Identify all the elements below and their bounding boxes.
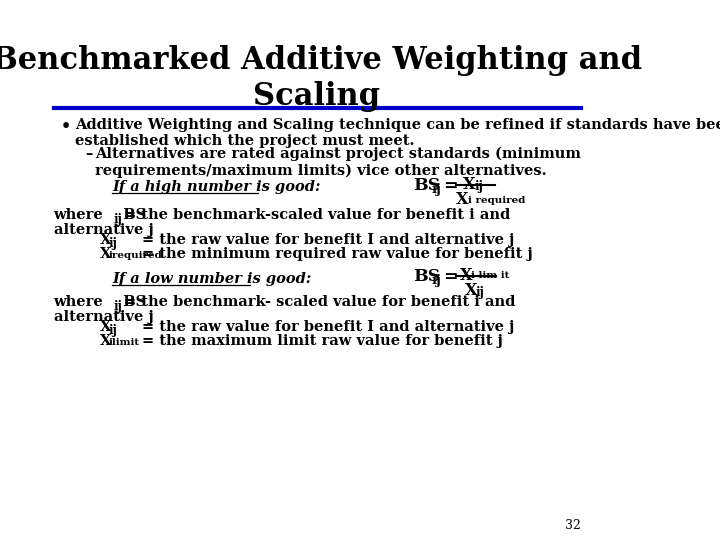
Text: =: = [444, 177, 458, 194]
Text: = the raw value for benefit I and alternative j: = the raw value for benefit I and altern… [143, 320, 515, 334]
Text: –: – [85, 147, 92, 161]
Text: ij: ij [476, 286, 485, 299]
Text: BS: BS [413, 177, 441, 194]
Text: ij: ij [114, 213, 122, 226]
Text: 32: 32 [564, 519, 580, 532]
Text: X: X [100, 247, 112, 261]
Text: ij: ij [474, 180, 483, 193]
Text: i required: i required [467, 196, 525, 205]
Text: If a low number is good:: If a low number is good: [112, 272, 312, 286]
Text: where    BS: where BS [53, 295, 147, 309]
Text: X: X [456, 191, 469, 208]
Text: ij: ij [431, 183, 441, 196]
Text: X: X [460, 267, 473, 284]
Text: Alternatives are rated against project standards (minimum
requirements/maximum l: Alternatives are rated against project s… [95, 147, 581, 178]
Text: ij: ij [109, 237, 117, 250]
Text: irequired: irequired [109, 251, 162, 260]
Text: X: X [100, 334, 112, 348]
Text: alternative j: alternative j [53, 223, 153, 237]
Text: X: X [100, 233, 112, 247]
Text: = the benchmark- scaled value for benefit i and: = the benchmark- scaled value for benefi… [125, 295, 516, 309]
Text: = the minimum required raw value for benefit j: = the minimum required raw value for ben… [143, 247, 534, 261]
Text: Additive Weighting and Scaling technique can be refined if standards have been
e: Additive Weighting and Scaling technique… [75, 118, 720, 148]
Text: ilimit: ilimit [109, 338, 140, 347]
Text: ij: ij [114, 300, 122, 313]
Text: = the benchmark-scaled value for benefit i and: = the benchmark-scaled value for benefit… [125, 208, 510, 222]
Text: Benchmarked Additive Weighting and
Scaling: Benchmarked Additive Weighting and Scali… [0, 45, 642, 112]
Text: •: • [61, 118, 71, 135]
Text: where    BS: where BS [53, 208, 147, 222]
Text: i lim it: i lim it [472, 271, 510, 280]
Text: = the raw value for benefit I and alternative j: = the raw value for benefit I and altern… [143, 233, 515, 247]
Text: X: X [100, 320, 112, 334]
Text: ij: ij [431, 274, 441, 287]
Text: BS: BS [413, 268, 441, 285]
Text: =: = [444, 268, 458, 285]
Text: alternative j: alternative j [53, 310, 153, 324]
Text: ij: ij [109, 324, 117, 337]
Text: X: X [464, 282, 477, 299]
Text: = the maximum limit raw value for benefit j: = the maximum limit raw value for benefi… [143, 334, 503, 348]
Text: If a high number is good:: If a high number is good: [112, 180, 320, 194]
Text: X: X [463, 176, 476, 193]
